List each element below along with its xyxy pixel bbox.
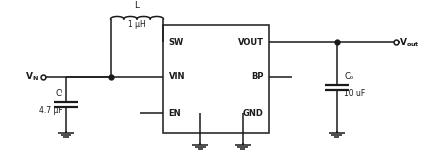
Text: 10 uF: 10 uF bbox=[344, 89, 366, 98]
Text: L: L bbox=[135, 1, 139, 10]
Text: $\mathbf{V_N}$: $\mathbf{V_N}$ bbox=[25, 70, 39, 83]
Text: VIN: VIN bbox=[168, 72, 185, 81]
Text: EN: EN bbox=[168, 109, 181, 118]
Text: VOUT: VOUT bbox=[238, 38, 264, 47]
Text: $\mathbf{V_{out}}$: $\mathbf{V_{out}}$ bbox=[399, 36, 420, 48]
Text: GND: GND bbox=[243, 109, 264, 118]
Text: SW: SW bbox=[168, 38, 184, 47]
Text: Cₒ: Cₒ bbox=[344, 72, 354, 81]
Bar bbox=[164, 25, 269, 133]
Text: 4.7 μF: 4.7 μF bbox=[39, 106, 63, 115]
Text: 1 μH: 1 μH bbox=[128, 20, 146, 29]
Text: BP: BP bbox=[251, 72, 264, 81]
Text: Cᴵ: Cᴵ bbox=[55, 89, 63, 98]
